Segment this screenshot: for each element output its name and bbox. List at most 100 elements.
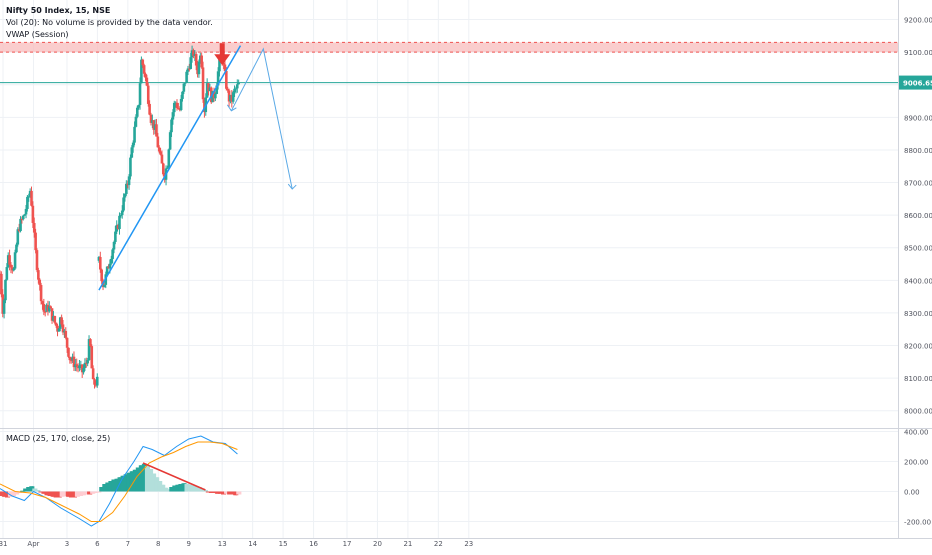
candle-body: [4, 279, 7, 301]
macd-bar: [210, 491, 213, 493]
macd-bar: [99, 487, 102, 492]
candle-body: [83, 362, 87, 369]
candle-body: [108, 263, 112, 269]
macd-bar: [237, 491, 241, 495]
candle-body: [26, 196, 29, 209]
macd-bar: [3, 491, 6, 497]
macd-bar: [149, 469, 152, 492]
candle-body: [84, 362, 88, 364]
candle-body: [152, 120, 156, 130]
projection-path: [230, 47, 293, 190]
candle-body: [229, 94, 232, 102]
candle-body: [64, 330, 68, 338]
macd-bar: [36, 490, 40, 492]
macd-bar: [96, 491, 99, 493]
candle-body: [8, 255, 11, 265]
candle-body: [45, 304, 48, 312]
candle-body: [119, 215, 123, 217]
candle-body: [19, 218, 22, 232]
candle-body: [174, 102, 177, 104]
candle-body: [225, 70, 228, 89]
candle-body: [82, 368, 85, 373]
macd-bar: [39, 491, 43, 493]
macd-bar: [190, 485, 193, 492]
candle-body: [115, 225, 119, 232]
time-tick-label: 6: [95, 540, 100, 548]
price-tick-label: 9200.00: [904, 17, 932, 25]
candle-body: [142, 65, 146, 74]
candle-body: [41, 301, 44, 305]
macd-bar: [91, 491, 94, 494]
candle-body: [140, 59, 143, 84]
candle-body: [27, 196, 31, 198]
macd-bar: [128, 472, 131, 492]
candle-body: [177, 108, 180, 110]
candle-body: [91, 368, 95, 380]
signal-arrow-head: [214, 54, 231, 66]
legend-volume[interactable]: Vol (20): No volume is provided by the d…: [6, 18, 213, 27]
time-tick-label: 31: [0, 540, 8, 548]
macd-bar: [71, 491, 75, 498]
candle-body: [135, 107, 139, 117]
macd-bar: [135, 467, 139, 492]
macd-bar: [62, 491, 66, 496]
macd-bar: [126, 472, 130, 492]
candle-body: [94, 384, 98, 386]
macd-bar: [214, 491, 218, 494]
macd-bar: [73, 491, 76, 498]
candle-body: [235, 84, 239, 89]
candle-body: [186, 68, 190, 72]
macd-bar: [131, 471, 134, 492]
macd-bar: [53, 491, 56, 498]
candle-body: [141, 59, 145, 66]
macd-bar: [14, 491, 17, 495]
macd-bar: [166, 489, 169, 492]
macd-bar: [85, 491, 88, 495]
macd-axis: 400.00 200.00 0.00 -200.00: [904, 429, 931, 527]
macd-bar: [29, 486, 32, 492]
price-tick-label: 8400.00: [904, 277, 932, 285]
candle-body: [42, 304, 46, 312]
macd-bar: [74, 491, 78, 497]
candle-body: [211, 90, 214, 103]
macd-bar: [164, 487, 167, 492]
macd-bar: [108, 481, 111, 492]
candle-body: [190, 50, 194, 58]
macd-bar: [205, 490, 208, 492]
macd-bar: [121, 475, 125, 492]
candle-body: [193, 54, 197, 56]
candle-body: [123, 193, 127, 198]
candle-body: [43, 311, 47, 313]
macd-bar: [50, 491, 53, 497]
macd-bar: [225, 491, 228, 494]
macd-bar: [109, 481, 113, 492]
candle-body: [97, 256, 101, 261]
legend-symbol[interactable]: Nifty 50 Index, 15, NSE: [6, 6, 111, 15]
candle-body: [93, 379, 96, 385]
macd-bar: [167, 489, 170, 492]
candle-body: [71, 356, 74, 361]
candle-body: [24, 208, 28, 215]
candle-body: [194, 54, 198, 66]
candle-body: [50, 308, 54, 321]
macd-bar: [236, 491, 239, 495]
candle-body: [192, 50, 195, 56]
candle-body: [111, 249, 114, 259]
macd-bar: [80, 491, 84, 496]
candle-body: [181, 91, 184, 99]
macd-bar: [202, 490, 206, 492]
price-tick-label: 8600.00: [904, 212, 932, 220]
macd-bar: [155, 477, 158, 492]
candle-body: [80, 364, 84, 373]
candle-body: [226, 88, 229, 91]
macd-bar: [188, 484, 192, 492]
macd-bar: [65, 491, 69, 497]
candle-body: [227, 90, 231, 102]
time-tick-label: 16: [309, 540, 318, 548]
time-tick-label: 13: [218, 540, 227, 548]
legend-macd[interactable]: MACD (25, 170, close, 25): [6, 434, 111, 443]
candle-body: [86, 360, 89, 364]
macd-bar: [146, 466, 149, 492]
legend-vwap[interactable]: VWAP (Session): [6, 30, 69, 39]
